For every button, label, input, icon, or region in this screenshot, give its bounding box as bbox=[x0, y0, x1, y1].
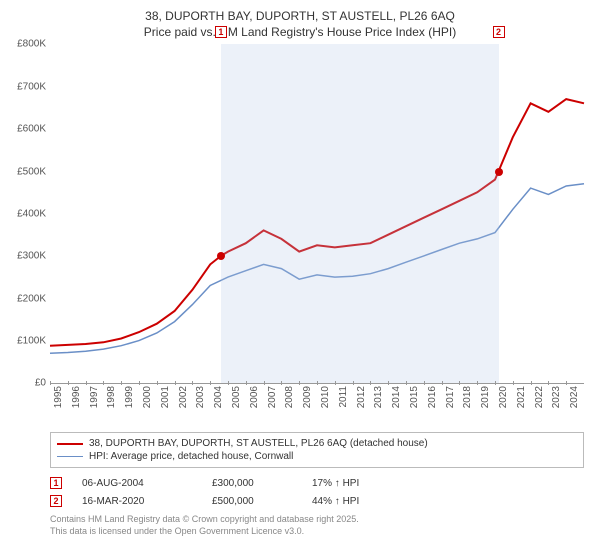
x-axis-label: 2008 bbox=[284, 386, 295, 408]
x-axis-label: 2013 bbox=[373, 386, 384, 408]
footer-line-1: Contains HM Land Registry data © Crown c… bbox=[50, 514, 590, 526]
x-axis-label: 1998 bbox=[106, 386, 117, 408]
x-axis-label: 2022 bbox=[534, 386, 545, 408]
y-axis-label: £600K bbox=[10, 124, 46, 135]
y-axis-label: £500K bbox=[10, 166, 46, 177]
x-axis-label: 1997 bbox=[89, 386, 100, 408]
legend-swatch bbox=[57, 456, 83, 457]
x-axis-label: 2021 bbox=[516, 386, 527, 408]
legend-item: HPI: Average price, detached house, Corn… bbox=[57, 450, 577, 463]
x-axis-label: 1995 bbox=[53, 386, 64, 408]
sale-dot-2 bbox=[495, 168, 503, 176]
x-axis-label: 2015 bbox=[409, 386, 420, 408]
sales-date: 16-MAR-2020 bbox=[82, 496, 192, 507]
y-axis-label: £100K bbox=[10, 336, 46, 347]
sales-row: 1 06-AUG-2004 £300,000 17% ↑ HPI bbox=[50, 474, 584, 492]
x-axis-label: 2014 bbox=[391, 386, 402, 408]
x-axis: 1995199619971998199920002001200220032004… bbox=[50, 384, 584, 404]
x-axis-label: 2019 bbox=[480, 386, 491, 408]
x-axis-label: 2017 bbox=[445, 386, 456, 408]
x-axis-label: 2005 bbox=[231, 386, 242, 408]
sales-date: 06-AUG-2004 bbox=[82, 478, 192, 489]
x-axis-label: 2003 bbox=[195, 386, 206, 408]
legend-label: HPI: Average price, detached house, Corn… bbox=[89, 451, 293, 462]
x-axis-label: 2011 bbox=[338, 386, 349, 408]
y-axis-label: £400K bbox=[10, 208, 46, 219]
x-axis-label: 1999 bbox=[124, 386, 135, 408]
x-axis-label: 2009 bbox=[302, 386, 313, 408]
x-axis-label: 1996 bbox=[71, 386, 82, 408]
shaded-ownership-band bbox=[221, 44, 499, 383]
x-axis-label: 2020 bbox=[498, 386, 509, 408]
sale-marker-1: 1 bbox=[215, 26, 227, 38]
sales-price: £500,000 bbox=[212, 496, 292, 507]
legend-item: 38, DUPORTH BAY, DUPORTH, ST AUSTELL, PL… bbox=[57, 437, 577, 450]
y-axis-label: £0 bbox=[10, 378, 46, 389]
chart-area: £0£100K£200K£300K£400K£500K£600K£700K£80… bbox=[50, 44, 584, 404]
sales-row: 2 16-MAR-2020 £500,000 44% ↑ HPI bbox=[50, 492, 584, 510]
x-axis-label: 2010 bbox=[320, 386, 331, 408]
y-axis-label: £800K bbox=[10, 39, 46, 50]
title-line-1: 38, DUPORTH BAY, DUPORTH, ST AUSTELL, PL… bbox=[10, 8, 590, 24]
chart-container: 38, DUPORTH BAY, DUPORTH, ST AUSTELL, PL… bbox=[0, 0, 600, 560]
x-axis-label: 2000 bbox=[142, 386, 153, 408]
sales-marker-badge: 1 bbox=[50, 477, 62, 489]
x-axis-label: 2007 bbox=[267, 386, 278, 408]
sale-marker-2: 2 bbox=[493, 26, 505, 38]
footer-line-2: This data is licensed under the Open Gov… bbox=[50, 526, 590, 538]
x-axis-label: 2004 bbox=[213, 386, 224, 408]
legend-label: 38, DUPORTH BAY, DUPORTH, ST AUSTELL, PL… bbox=[89, 438, 428, 449]
x-axis-label: 2024 bbox=[569, 386, 580, 408]
x-axis-label: 2012 bbox=[356, 386, 367, 408]
x-axis-label: 2002 bbox=[178, 386, 189, 408]
x-axis-label: 2016 bbox=[427, 386, 438, 408]
sales-price: £300,000 bbox=[212, 478, 292, 489]
legend-swatch bbox=[57, 443, 83, 445]
x-axis-label: 2001 bbox=[160, 386, 171, 408]
sale-dot-1 bbox=[217, 252, 225, 260]
x-axis-label: 2006 bbox=[249, 386, 260, 408]
sales-marker-badge: 2 bbox=[50, 495, 62, 507]
y-axis-label: £700K bbox=[10, 81, 46, 92]
footer-attribution: Contains HM Land Registry data © Crown c… bbox=[50, 514, 590, 537]
sales-pct: 17% ↑ HPI bbox=[312, 478, 402, 489]
legend: 38, DUPORTH BAY, DUPORTH, ST AUSTELL, PL… bbox=[50, 432, 584, 468]
y-axis-label: £200K bbox=[10, 293, 46, 304]
sales-pct: 44% ↑ HPI bbox=[312, 496, 402, 507]
plot-area: £0£100K£200K£300K£400K£500K£600K£700K£80… bbox=[50, 44, 584, 384]
sales-table: 1 06-AUG-2004 £300,000 17% ↑ HPI 2 16-MAR-202… bbox=[50, 474, 584, 510]
x-axis-label: 2018 bbox=[462, 386, 473, 408]
x-axis-label: 2023 bbox=[551, 386, 562, 408]
y-axis-label: £300K bbox=[10, 251, 46, 262]
